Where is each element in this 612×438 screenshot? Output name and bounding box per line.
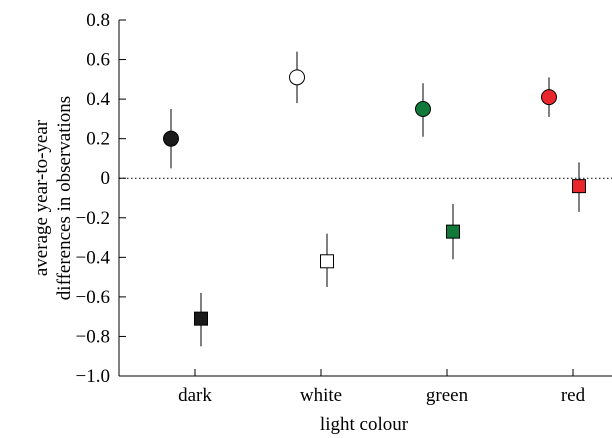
y-ticks: 0.8 0.6 0.4 0.2 0 −0.2 −0.4 −0.6 −0.8 −1.0 <box>76 10 126 387</box>
square-point-red <box>572 179 586 194</box>
x-axis-title: light colour <box>320 414 409 435</box>
y-tick-label: −1.0 <box>76 366 110 387</box>
x-tick-label: red <box>561 385 586 406</box>
x-tick-label: dark <box>178 385 212 406</box>
circle-point-green <box>415 101 431 117</box>
y-tick-label: 0.2 <box>86 129 110 150</box>
plot-frame <box>118 20 612 377</box>
y-tick-label: −0.6 <box>76 287 110 308</box>
y-tick-label: −0.4 <box>76 247 111 268</box>
circle-point-white <box>289 69 305 86</box>
x-tick-label: white <box>300 385 342 406</box>
y-tick-label: 0.4 <box>86 89 110 110</box>
y-tick-label: 0 <box>101 168 111 189</box>
data-markers <box>163 69 586 326</box>
y-axis-title-line-1: average year-to-year <box>31 119 52 276</box>
y-axis-title-line-2: differences in observations <box>54 96 75 300</box>
square-point-dark <box>194 311 208 326</box>
circle-point-red <box>541 89 557 106</box>
y-tick-label: 0.6 <box>86 50 110 71</box>
error-bars <box>170 51 580 347</box>
y-tick-label: −0.2 <box>76 208 110 229</box>
x-tick-label: green <box>426 385 469 406</box>
square-point-white <box>320 254 334 269</box>
y-tick-label: 0.8 <box>86 10 110 31</box>
y-axis-title: average year-to-year differences in obse… <box>31 96 75 300</box>
circle-point-dark <box>163 130 179 147</box>
y-tick-label: −0.8 <box>76 326 110 347</box>
square-point-green <box>446 224 460 239</box>
x-ticks: dark white green red <box>178 369 586 406</box>
